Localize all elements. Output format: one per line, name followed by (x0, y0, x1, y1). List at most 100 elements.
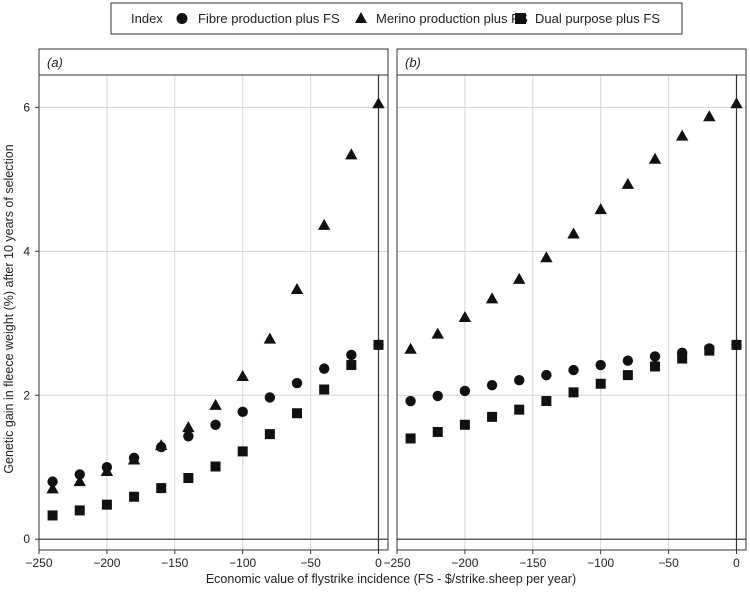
x-axis-label: Economic value of flystrike incidence (F… (206, 572, 576, 586)
point-dual (487, 411, 498, 422)
point-fibre (291, 377, 303, 389)
point-merino (236, 370, 249, 382)
point-merino (458, 311, 472, 323)
legend-label-merino: Merino production plus FS (376, 11, 528, 26)
point-fibre (210, 419, 221, 430)
legend-circle-marker (176, 13, 188, 24)
point-merino (540, 251, 553, 263)
point-merino (127, 453, 141, 465)
point-dual (432, 426, 443, 437)
point-merino (485, 292, 499, 304)
x-tick-label: −250 (25, 556, 52, 570)
panel-label: (b) (405, 55, 421, 70)
legend: Index Fibre production plus FS Merino pr… (110, 2, 683, 35)
point-fibre (47, 476, 58, 487)
point-fibre (649, 351, 661, 362)
point-merino (404, 342, 417, 354)
point-merino (621, 177, 635, 189)
x-tick-label: −150 (161, 556, 188, 570)
point-dual (731, 339, 742, 350)
point-dual (47, 510, 58, 521)
point-fibre (595, 359, 606, 371)
panels: (a) −250 −200 −150 −100 −50 0 0 2 4 6 (b) −250 −200 −1… (23, 48, 747, 570)
x-tick-label: −50 (300, 556, 321, 570)
x-tick-label: −250 (383, 556, 410, 570)
legend-label-dual: Dual purpose plus FS (535, 11, 660, 26)
y-tick-label: 4 (23, 244, 30, 258)
x-tick-label: −200 (451, 556, 478, 570)
legend-triangle-marker (355, 12, 367, 23)
point-fibre (74, 469, 85, 480)
x-tick-label: 0 (375, 556, 382, 570)
legend-box (110, 2, 683, 35)
y-tick-label: 6 (23, 100, 30, 114)
point-merino (730, 97, 743, 109)
x-tick-label: −100 (587, 556, 614, 570)
point-dual (292, 408, 303, 419)
point-merino (648, 152, 662, 164)
point-fibre (622, 355, 634, 366)
point-fibre (405, 395, 416, 407)
point-fibre (264, 392, 276, 403)
point-merino (263, 332, 277, 344)
point-fibre (183, 431, 194, 442)
point-dual (514, 404, 525, 415)
point-merino (372, 97, 385, 109)
point-dual (405, 433, 416, 444)
point-dual (595, 378, 606, 389)
panel-a: (a) −250 −200 −150 −100 −50 0 0 2 4 6 (23, 48, 389, 570)
point-merino (703, 110, 716, 122)
point-merino (345, 148, 358, 160)
point-fibre (459, 385, 471, 397)
point-merino (675, 129, 689, 141)
legend-title: Index (131, 11, 163, 26)
point-dual (650, 361, 661, 372)
point-dual (319, 384, 330, 395)
point-merino (513, 272, 526, 284)
legend-label-fibre: Fibre production plus FS (198, 11, 340, 26)
point-fibre (432, 390, 443, 402)
point-dual (101, 499, 112, 510)
point-fibre (318, 363, 330, 374)
point-merino (594, 203, 607, 215)
point-dual (541, 396, 552, 407)
point-fibre (541, 369, 552, 381)
point-dual (677, 353, 688, 364)
panel-strip (396, 48, 747, 76)
panel-b: (b) −250 −200 −150 −100 −50 0 (383, 48, 747, 570)
point-dual (459, 419, 470, 430)
point-dual (568, 387, 579, 398)
point-fibre (486, 379, 498, 391)
point-fibre (568, 364, 579, 376)
point-dual (74, 505, 85, 516)
point-dual (237, 446, 248, 457)
point-dual (210, 461, 221, 472)
panel-frame (38, 74, 389, 551)
panel-label: (a) (47, 55, 63, 70)
x-tick-label: 0 (733, 556, 740, 570)
point-merino (431, 327, 444, 339)
point-merino (155, 439, 168, 451)
point-dual (622, 370, 633, 381)
point-dual (264, 429, 275, 440)
point-fibre (346, 349, 357, 361)
x-tick-label: −100 (229, 556, 256, 570)
y-tick-label: 2 (23, 388, 30, 402)
point-dual (183, 473, 194, 484)
x-tick-label: −150 (519, 556, 546, 570)
point-merino (46, 482, 59, 494)
point-fibre (237, 406, 248, 418)
point-dual (704, 345, 715, 356)
point-dual (346, 360, 357, 371)
point-dual (373, 339, 384, 350)
point-merino (100, 465, 114, 477)
y-tick-label: 0 (23, 532, 30, 546)
panel-frame (396, 74, 747, 551)
point-fibre (514, 374, 525, 386)
point-merino (290, 282, 304, 294)
panel-strip (38, 48, 389, 76)
point-merino (209, 398, 222, 410)
x-tick-label: −50 (658, 556, 679, 570)
y-axis-label: Genetic gain in fleece weight (%) after … (2, 144, 16, 473)
